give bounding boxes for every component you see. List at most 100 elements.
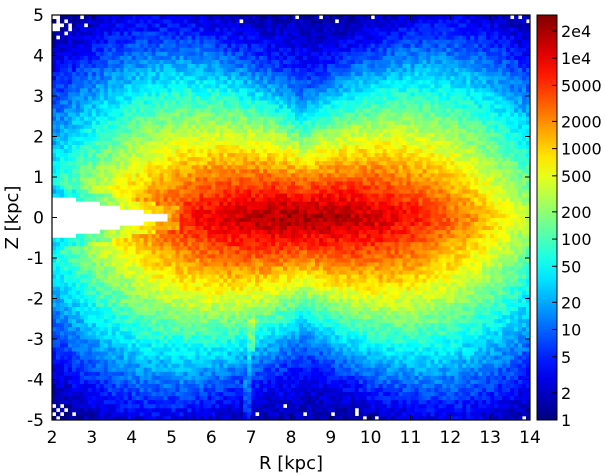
heatmap-cell — [99, 310, 105, 316]
heatmap-cell — [195, 326, 200, 332]
heatmap-cell — [115, 168, 121, 174]
heatmap-cell — [227, 172, 232, 178]
heatmap-cell — [83, 383, 89, 388]
heatmap-cell — [147, 83, 152, 89]
heatmap-cell — [175, 43, 180, 48]
heatmap-cell — [119, 185, 125, 190]
heatmap-cell — [251, 387, 256, 393]
heatmap-cell — [223, 306, 228, 312]
heatmap-cell — [239, 318, 244, 324]
heatmap-cell — [207, 177, 212, 182]
heatmap-cell — [191, 399, 196, 405]
heatmap-cell — [199, 112, 204, 117]
heatmap-cell — [52, 375, 57, 380]
heatmap-cell — [183, 217, 188, 222]
heatmap-cell — [195, 51, 200, 56]
heatmap-cell — [203, 258, 208, 263]
heatmap-cell — [99, 140, 105, 145]
heatmap-cell — [155, 132, 160, 137]
heatmap-cell — [215, 245, 220, 251]
heatmap-cell — [55, 185, 61, 190]
heatmap-cell — [79, 270, 85, 275]
heatmap-cell — [135, 87, 141, 93]
heatmap-cell — [207, 144, 212, 150]
heatmap-cell — [75, 15, 81, 20]
heatmap-cell — [239, 193, 244, 198]
heatmap-cell — [59, 326, 65, 332]
heatmap-cell — [135, 278, 141, 283]
heatmap-cell — [187, 75, 192, 81]
heatmap-cell — [123, 318, 129, 324]
heatmap-cell — [187, 326, 192, 332]
heatmap-cell — [155, 87, 160, 93]
heatmap-cell — [103, 197, 109, 202]
heatmap-cell — [231, 43, 236, 48]
heatmap-cell — [111, 298, 117, 303]
heatmap-cell — [243, 205, 248, 210]
heatmap-cell — [87, 120, 93, 125]
heatmap-cell — [83, 19, 89, 24]
heatmap-cell — [99, 415, 105, 421]
heatmap-cell — [215, 290, 220, 295]
heatmap-cell — [187, 262, 192, 267]
heatmap-cell — [71, 116, 77, 121]
heatmap-cell — [143, 201, 148, 206]
heatmap-cell — [59, 253, 65, 259]
heatmap-cell — [52, 104, 57, 109]
heatmap-cell — [195, 294, 200, 299]
heatmap-cell — [187, 31, 192, 36]
heatmap-cell — [239, 411, 244, 417]
heatmap-cell — [255, 270, 260, 275]
heatmap-cell — [171, 387, 176, 393]
heatmap-cell — [219, 55, 224, 60]
heatmap-cell — [103, 253, 109, 259]
heatmap-cell — [179, 395, 184, 401]
heatmap-cell — [151, 387, 156, 393]
heatmap-cell — [239, 334, 244, 340]
heatmap-cell — [251, 83, 256, 89]
heatmap-cell — [203, 334, 208, 340]
heatmap-cell — [63, 266, 69, 271]
heatmap-cell — [147, 237, 152, 243]
heatmap-cell — [59, 152, 65, 158]
heatmap-cell — [175, 355, 180, 360]
heatmap-cell — [239, 96, 244, 101]
heatmap-cell — [191, 306, 196, 312]
heatmap-cell — [171, 19, 176, 24]
heatmap-cell — [247, 156, 252, 162]
heatmap-cell — [247, 104, 252, 109]
heatmap-cell — [179, 221, 184, 226]
heatmap-cell — [155, 144, 160, 150]
heatmap-cell — [99, 47, 105, 52]
heatmap-cell — [223, 399, 228, 405]
heatmap-cell — [127, 172, 133, 178]
heatmap-cell — [151, 286, 156, 291]
heatmap-cell — [91, 164, 97, 170]
heatmap-cell — [55, 172, 61, 178]
heatmap-cell — [223, 359, 228, 364]
heatmap-cell — [215, 387, 220, 393]
heatmap-cell — [179, 326, 184, 332]
heatmap-cell — [183, 189, 188, 194]
heatmap-cell — [75, 71, 81, 77]
heatmap-cell — [55, 43, 61, 48]
heatmap-cell — [87, 318, 93, 324]
heatmap-cell — [167, 172, 172, 178]
heatmap-cell — [107, 415, 113, 421]
heatmap-cell — [223, 197, 228, 202]
heatmap-cell — [99, 322, 105, 328]
heatmap-cell — [115, 100, 121, 105]
heatmap-cell — [171, 298, 176, 303]
heatmap-cell — [155, 91, 160, 97]
heatmap-cell — [183, 185, 188, 190]
heatmap-cell — [207, 217, 212, 222]
heatmap-cell — [91, 23, 97, 28]
heatmap-cell — [187, 83, 192, 89]
heatmap-cell — [119, 189, 125, 194]
heatmap-cell — [231, 71, 236, 77]
heatmap-cell — [235, 75, 240, 81]
heatmap-cell — [231, 334, 236, 340]
heatmap-cell — [239, 274, 244, 279]
heatmap-cell — [247, 67, 252, 73]
heatmap-cell — [159, 306, 164, 312]
